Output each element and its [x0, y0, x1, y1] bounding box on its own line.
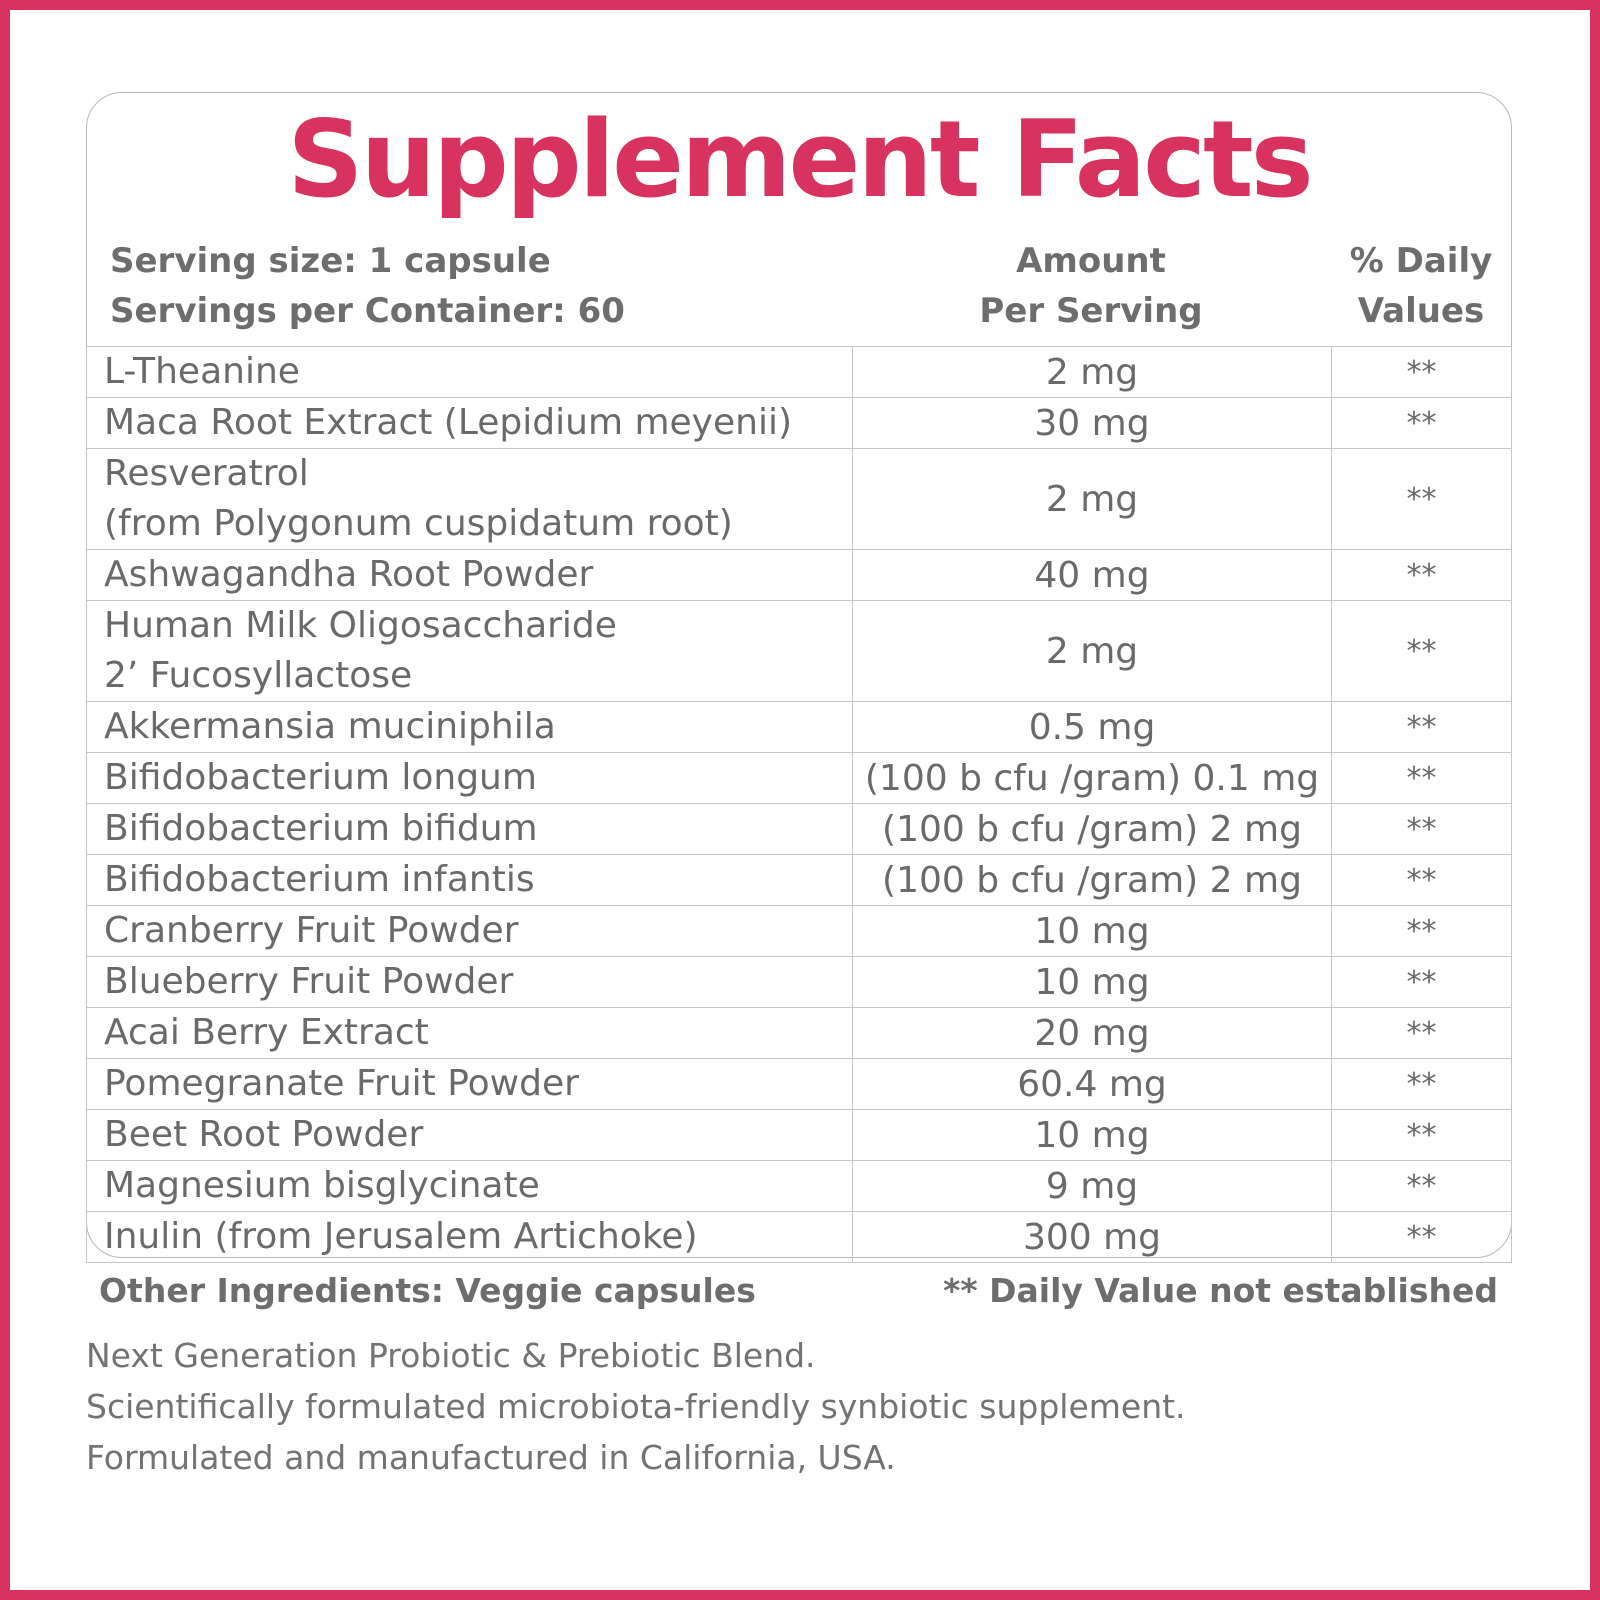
ingredient-name: Beet Root Powder: [86, 1109, 853, 1162]
ingredient-name-line: Human Milk Oligosaccharide: [104, 605, 617, 647]
note-line: Next Generation Probiotic & Prebiotic Bl…: [86, 1336, 816, 1375]
daily-value-note: ** Daily Value not established: [943, 1271, 1498, 1310]
product-notes: Next Generation Probiotic & Prebiotic Bl…: [86, 1330, 1186, 1483]
note-line: Scientifically formulated microbiota-fri…: [86, 1387, 1186, 1426]
ingredient-amount: 10 mg: [852, 1109, 1332, 1162]
ingredient-name: Bifidobacterium infantis: [86, 854, 853, 907]
ingredient-name-line: Beet Root Powder: [104, 1114, 424, 1156]
ingredient-name: Ashwagandha Root Powder: [86, 549, 853, 602]
servings-per-container: Servings per Container: 60: [110, 291, 625, 331]
ingredient-name: Human Milk Oligosaccharide 2’ Fucosyllact…: [86, 600, 853, 703]
ingredient-daily-value: **: [1331, 1109, 1512, 1162]
ingredient-name: Bifidobacterium longum: [86, 752, 853, 805]
ingredient-daily-value: **: [1331, 905, 1512, 958]
table-row: Cranberry Fruit Powder 10 mg **: [86, 905, 1512, 958]
table-row: Maca Root Extract (Lepidium meyenii) 30 m…: [86, 397, 1512, 449]
ingredient-name: Cranberry Fruit Powder: [86, 905, 853, 958]
page-title: Supplement Facts: [287, 98, 1314, 221]
ingredient-name: Akkermansia muciniphila: [86, 701, 853, 754]
ingredient-daily-value: **: [1331, 549, 1512, 602]
ingredient-name-line: Maca Root Extract (Lepidium meyenii): [104, 402, 792, 443]
amount-header-line1: Amount: [1016, 241, 1166, 281]
ingredient-daily-value: **: [1331, 346, 1512, 398]
ingredient-name-line: Resveratrol: [104, 453, 309, 495]
ingredient-name: Inulin (from Jerusalem Artichoke): [86, 1211, 853, 1264]
ingredient-amount: (100 b cfu /gram) 2 mg: [852, 854, 1332, 907]
daily-value-column-header: % Daily Values: [1330, 236, 1512, 336]
table-row: Bifidobacterium bifidum (100 b cfu /gram)…: [86, 803, 1512, 856]
ingredient-name-line: Acai Berry Extract: [104, 1012, 429, 1054]
table-row: Human Milk Oligosaccharide 2’ Fucosyllact…: [86, 600, 1512, 703]
ingredient-name: Acai Berry Extract: [86, 1007, 853, 1060]
ingredient-name-line: Magnesium bisglycinate: [104, 1165, 540, 1207]
ingredient-daily-value: **: [1331, 1058, 1512, 1111]
dv-header-line2: Values: [1357, 291, 1485, 331]
ingredient-amount: 10 mg: [852, 956, 1332, 1009]
table-row: Akkermansia muciniphila 0.5 mg **: [86, 701, 1512, 754]
table-row: Ashwagandha Root Powder 40 mg **: [86, 549, 1512, 602]
ingredient-amount: 10 mg: [852, 905, 1332, 958]
ingredient-amount: (100 b cfu /gram) 2 mg: [852, 803, 1332, 856]
ingredient-name-line: (from Polygonum cuspidatum root): [104, 503, 733, 545]
ingredient-name-line: Pomegranate Fruit Powder: [104, 1063, 579, 1105]
ingredient-name-line: Cranberry Fruit Powder: [104, 910, 519, 952]
ingredient-name: Magnesium bisglycinate: [86, 1160, 853, 1213]
ingredient-name: L-Theanine: [86, 346, 853, 398]
ingredient-daily-value: **: [1331, 854, 1512, 907]
amount-header-line2: Per Serving: [979, 291, 1203, 331]
ingredient-amount: 20 mg: [852, 1007, 1332, 1060]
ingredient-name: Maca Root Extract (Lepidium meyenii): [86, 397, 853, 449]
ingredient-amount: (100 b cfu /gram) 0.1 mg: [852, 752, 1332, 805]
ingredient-amount: 60.4 mg: [852, 1058, 1332, 1111]
ingredient-name: Resveratrol (from Polygonum cuspidatum ro…: [86, 447, 853, 551]
ingredient-name: Blueberry Fruit Powder: [86, 956, 853, 1009]
ingredient-name: Bifidobacterium bifidum: [86, 803, 853, 856]
ingredient-name-line: Akkermansia muciniphila: [104, 706, 556, 748]
other-ingredients: Other Ingredients: Veggie capsules: [99, 1271, 756, 1310]
ingredient-amount: 300 mg: [852, 1211, 1332, 1264]
table-row: Acai Berry Extract 20 mg **: [86, 1007, 1512, 1060]
ingredient-amount: 30 mg: [852, 397, 1332, 449]
ingredient-name-line: Bifidobacterium longum: [104, 757, 537, 799]
ingredient-amount: 2 mg: [852, 600, 1332, 703]
ingredient-daily-value: **: [1331, 1007, 1512, 1060]
ingredient-amount: 9 mg: [852, 1160, 1332, 1213]
table-row: L-Theanine 2 mg **: [86, 346, 1512, 398]
serving-info: Serving size: 1 capsule Servings per Con…: [110, 236, 625, 336]
table-row: Blueberry Fruit Powder 10 mg **: [86, 956, 1512, 1009]
ingredient-amount: 2 mg: [852, 447, 1332, 551]
serving-size: Serving size: 1 capsule: [110, 241, 551, 281]
supplement-facts-table: L-Theanine 2 mg ** Maca Root Extract (Lepid…: [86, 346, 1512, 1264]
amount-column-header: Amount Per Serving: [946, 236, 1236, 336]
table-row: Inulin (from Jerusalem Artichoke) 300 mg *…: [86, 1211, 1512, 1264]
ingredient-name: Pomegranate Fruit Powder: [86, 1058, 853, 1111]
ingredient-name-line: Blueberry Fruit Powder: [104, 961, 514, 1003]
ingredient-daily-value: **: [1331, 447, 1512, 551]
ingredient-daily-value: **: [1331, 1160, 1512, 1213]
ingredient-amount: 2 mg: [852, 346, 1332, 398]
ingredient-daily-value: **: [1331, 701, 1512, 754]
ingredient-name-line: Inulin (from Jerusalem Artichoke): [104, 1216, 698, 1258]
table-row: Bifidobacterium longum (100 b cfu /gram) …: [86, 752, 1512, 805]
ingredient-name-line: 2’ Fucosyllactose: [104, 655, 413, 697]
ingredient-daily-value: **: [1331, 600, 1512, 703]
ingredient-daily-value: **: [1331, 956, 1512, 1009]
dv-header-line1: % Daily: [1349, 241, 1493, 281]
ingredient-amount: 40 mg: [852, 549, 1332, 602]
ingredient-daily-value: **: [1331, 803, 1512, 856]
ingredient-name-line: L-Theanine: [104, 351, 300, 392]
table-row: Bifidobacterium infantis (100 b cfu /gram…: [86, 854, 1512, 907]
ingredient-name-line: Bifidobacterium infantis: [104, 859, 535, 901]
ingredient-daily-value: **: [1331, 752, 1512, 805]
table-row: Resveratrol (from Polygonum cuspidatum ro…: [86, 447, 1512, 551]
ingredient-daily-value: **: [1331, 1211, 1512, 1264]
table-row: Pomegranate Fruit Powder 60.4 mg **: [86, 1058, 1512, 1111]
note-line: Formulated and manufactured in Californi…: [86, 1438, 896, 1477]
table-row: Beet Root Powder 10 mg **: [86, 1109, 1512, 1162]
ingredient-name-line: Ashwagandha Root Powder: [104, 554, 594, 596]
ingredient-name-line: Bifidobacterium bifidum: [104, 808, 538, 850]
table-row: Magnesium bisglycinate 9 mg **: [86, 1160, 1512, 1213]
ingredient-amount: 0.5 mg: [852, 701, 1332, 754]
ingredient-daily-value: **: [1331, 397, 1512, 449]
